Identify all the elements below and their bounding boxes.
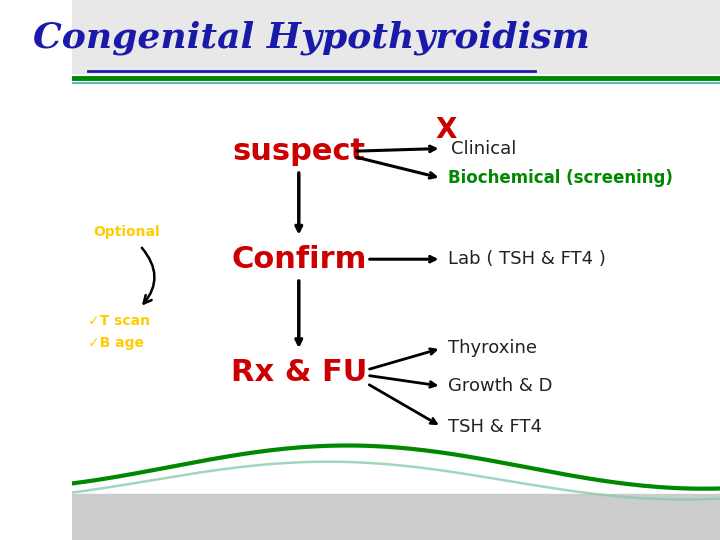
- Text: Confirm: Confirm: [231, 245, 366, 274]
- Text: Biochemical (screening): Biochemical (screening): [448, 169, 672, 187]
- Bar: [72, 0, 720, 73]
- Text: ✓T scan: ✓T scan: [88, 314, 150, 328]
- Text: Thyroxine: Thyroxine: [448, 339, 537, 357]
- Text: ✓B age: ✓B age: [88, 336, 144, 350]
- Text: Growth & D: Growth & D: [448, 377, 552, 395]
- Text: TSH & FT4: TSH & FT4: [448, 417, 542, 436]
- Bar: [72, 494, 720, 540]
- Text: X: X: [436, 116, 457, 144]
- Text: Rx & FU: Rx & FU: [230, 358, 367, 387]
- Text: Congenital Hypothyroidism: Congenital Hypothyroidism: [33, 21, 590, 55]
- Text: suspect: suspect: [233, 137, 365, 166]
- FancyArrowPatch shape: [142, 248, 155, 303]
- Text: Lab ( TSH & FT4 ): Lab ( TSH & FT4 ): [448, 250, 606, 268]
- Text: Clinical: Clinical: [451, 139, 516, 158]
- Text: Optional: Optional: [94, 225, 161, 239]
